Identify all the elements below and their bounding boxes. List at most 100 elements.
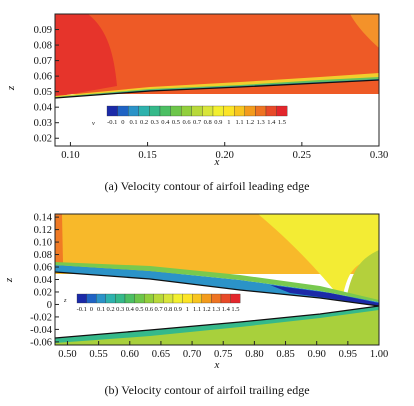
panel-a-colorbar-level: 1.1: [235, 119, 243, 126]
panel-b-y-tick-label: 0.14: [34, 213, 53, 224]
panel-a-colorbar-level: 0.9: [214, 119, 222, 126]
panel-b-colorbar-level: 0.9: [174, 306, 182, 313]
panel-b-colorbar-swatch: [124, 293, 135, 304]
panel-a-caption: (a) Velocity contour of airfoil leading …: [104, 179, 309, 193]
panel-a-x-tick-label: 0.30: [370, 150, 388, 161]
panel-b-colorbar-swatch: [211, 293, 222, 304]
panel-a-colorbar-swatch: [202, 105, 214, 117]
panel-a-y-axis-label: z: [5, 85, 17, 91]
panel-b-x-tick-label: 0.70: [183, 349, 201, 360]
panel-b-x-axis-label: x: [214, 359, 220, 371]
panel-a-colorbar-swatch: [265, 105, 277, 117]
panel-b-colorbar-swatch: [86, 293, 97, 304]
panel-b-colorbar-swatch: [153, 293, 164, 304]
panel-b-wake-green-region: [346, 250, 379, 300]
panel-a-colorbar-level: 0: [121, 119, 124, 126]
panel-b-y-tick-label: 0.06: [34, 263, 52, 274]
panel-a-y-tick-label: 0.09: [34, 25, 52, 36]
panel-b-left-orange-strip: [55, 214, 63, 265]
panel-a-x-tick-label: 0.15: [138, 150, 156, 161]
panel-a-colorbar-swatch: [181, 105, 192, 117]
panel-a-colorbar-level: 0.3: [151, 119, 159, 126]
panel-b-x-tick-label: 0.50: [58, 349, 76, 360]
panel-a-colorbar-level: 0.5: [172, 119, 180, 126]
panel-b-colorbar-level: 1.4: [222, 306, 231, 313]
panel-b-colorbar-swatch: [220, 293, 231, 304]
panel-b-airfoil-upper-surface: [55, 271, 379, 307]
panel-a-colorbar-level: 1.3: [257, 119, 265, 126]
panel-a-colorbar-swatch: [170, 105, 182, 117]
panel-b-colorbar-label: z: [63, 297, 67, 304]
panel-a-ticks: 0.10 0.15 0.20 0.25 0.300.020.030.040.050.06…: [34, 25, 389, 161]
panel-a-plot-frame: [54, 13, 380, 147]
panel-b-x-tick-label: 0.90: [308, 349, 326, 360]
panel-a-colorbar-swatch: [212, 105, 224, 117]
panel-a-colorbar-level: 0.4: [161, 119, 170, 126]
panel-a-colorbar-swatch: [244, 105, 256, 117]
panel-b-colorbar-swatch: [163, 293, 174, 304]
panel-b-x-tick-label: 0.75: [214, 349, 232, 360]
panel-a-y-tick-label: 0.02: [34, 134, 52, 145]
panel-b-y-tick-label: 0.08: [34, 250, 52, 261]
panel-b-colorbar-swatch: [134, 293, 145, 304]
panel-a-colorbar: -0.1 0 0.1 0.2 0.3 0.4 0.5 0.6 0.7 0.8 0.9 1 1.1 1.2 1…: [106, 105, 288, 126]
panel-b-colorbar-level: 0.4: [126, 306, 135, 313]
panel-a: -0.1 0 0.1 0.2 0.3 0.4 0.5 0.6 0.7 0.8 0.9 1 1.1 1.2 1…: [5, 13, 389, 193]
panel-a-colorbar-swatch: [106, 105, 118, 117]
panel-a-colorbar-level: 0.7: [193, 119, 202, 126]
panel-a-colorbar-swatch: [223, 105, 235, 117]
panel-b-colorbar-swatch: [172, 293, 183, 304]
panel-b-colorbar-swatch: [144, 293, 154, 304]
panel-a-colorbar-level: 0.6: [182, 119, 191, 126]
panel-b-colorbar-level: 1.1: [193, 306, 201, 313]
panel-b-colorbar-level: 1: [186, 306, 189, 313]
panel-b-caption: (b) Velocity contour of airfoil trailing…: [104, 383, 309, 397]
panel-b-x-tick-label: 0.65: [152, 349, 170, 360]
panel-a-colorbar-level: 1: [227, 119, 230, 126]
panel-a-x-tick-label: 0.10: [61, 150, 79, 161]
panel-a-colorbar-swatch: [128, 105, 139, 117]
panel-b-y-tick-label: 0.10: [34, 238, 52, 249]
panel-b-colorbar-level: 0.1: [97, 306, 105, 313]
panel-b-colorbar-level: -0.1: [77, 306, 87, 313]
panel-a-y-tick-label: 0.05: [34, 87, 52, 98]
panel-b-colorbar-swatch: [201, 293, 212, 304]
panel-a-airfoil-surface: [55, 79, 379, 99]
panel-a-colorbar-swatch: [138, 105, 150, 117]
panel-b-ticks: 0.50 0.55 0.60 0.65 0.70 0.75 0.80 0.85 0.90 0.95…: [30, 213, 388, 360]
panel-b-x-tick-label: 0.85: [276, 349, 294, 360]
panel-b-x-tick-label: 0.80: [245, 349, 263, 360]
panel-b: -0.1 0 0.1 0.2 0.3 0.4 0.5 0.6 0.7 0.8 0.9 1 1.1 1.2 1…: [3, 213, 388, 397]
panel-a-colorbar-swatch: [159, 105, 171, 117]
panel-a-colorbar-swatch: [191, 105, 203, 117]
panel-b-airfoil-lower-surface: [55, 305, 379, 339]
panel-b-y-axis-label: z: [3, 277, 15, 283]
panel-a-y-tick-label: 0.07: [34, 56, 52, 67]
panel-b-colorbar-level: 0.6: [145, 306, 154, 313]
panel-b-colorbar-level: 0: [90, 306, 93, 313]
panel-b-colorbar: -0.1 0 0.1 0.2 0.3 0.4 0.5 0.6 0.7 0.8 0.9 1 1.1 1.2 1…: [77, 293, 241, 313]
panel-a-colorbar-swatch: [117, 105, 129, 117]
panel-b-colorbar-swatch: [96, 293, 106, 304]
panel-a-colorbar-level: -0.1: [107, 119, 117, 126]
panel-b-y-tick-label: 0: [47, 300, 52, 311]
panel-a-peak-region: [55, 14, 117, 97]
panel-a-colorbar-level: 1.5: [278, 119, 286, 126]
panel-a-colorbar-level: 0.8: [204, 119, 212, 126]
panel-b-upper-shear-layer: [55, 262, 379, 302]
panel-b-colorbar-level: 0.3: [116, 306, 124, 313]
panel-b-colorbar-swatch: [230, 293, 241, 304]
panel-b-y-tick-label: -0.06: [30, 337, 52, 348]
panel-b-x-tick-label: 1.00: [370, 349, 388, 360]
panel-a-colorbar-level: 0.2: [140, 119, 148, 126]
panel-b-colorbar-level: 0.8: [164, 306, 172, 313]
panel-a-colorbar-level: 1.4: [267, 119, 276, 126]
panel-b-upper-yellow-region: [258, 214, 379, 300]
panel-b-y-tick-label: -0.04: [30, 325, 53, 336]
panel-b-colorbar-swatch: [182, 293, 193, 304]
panel-b-colorbar-level: 1.3: [212, 306, 220, 313]
panel-b-colorbar-swatch: [105, 293, 116, 304]
panel-b-y-tick-label: -0.02: [30, 312, 52, 323]
panel-a-colorbar-swatch: [276, 105, 288, 117]
